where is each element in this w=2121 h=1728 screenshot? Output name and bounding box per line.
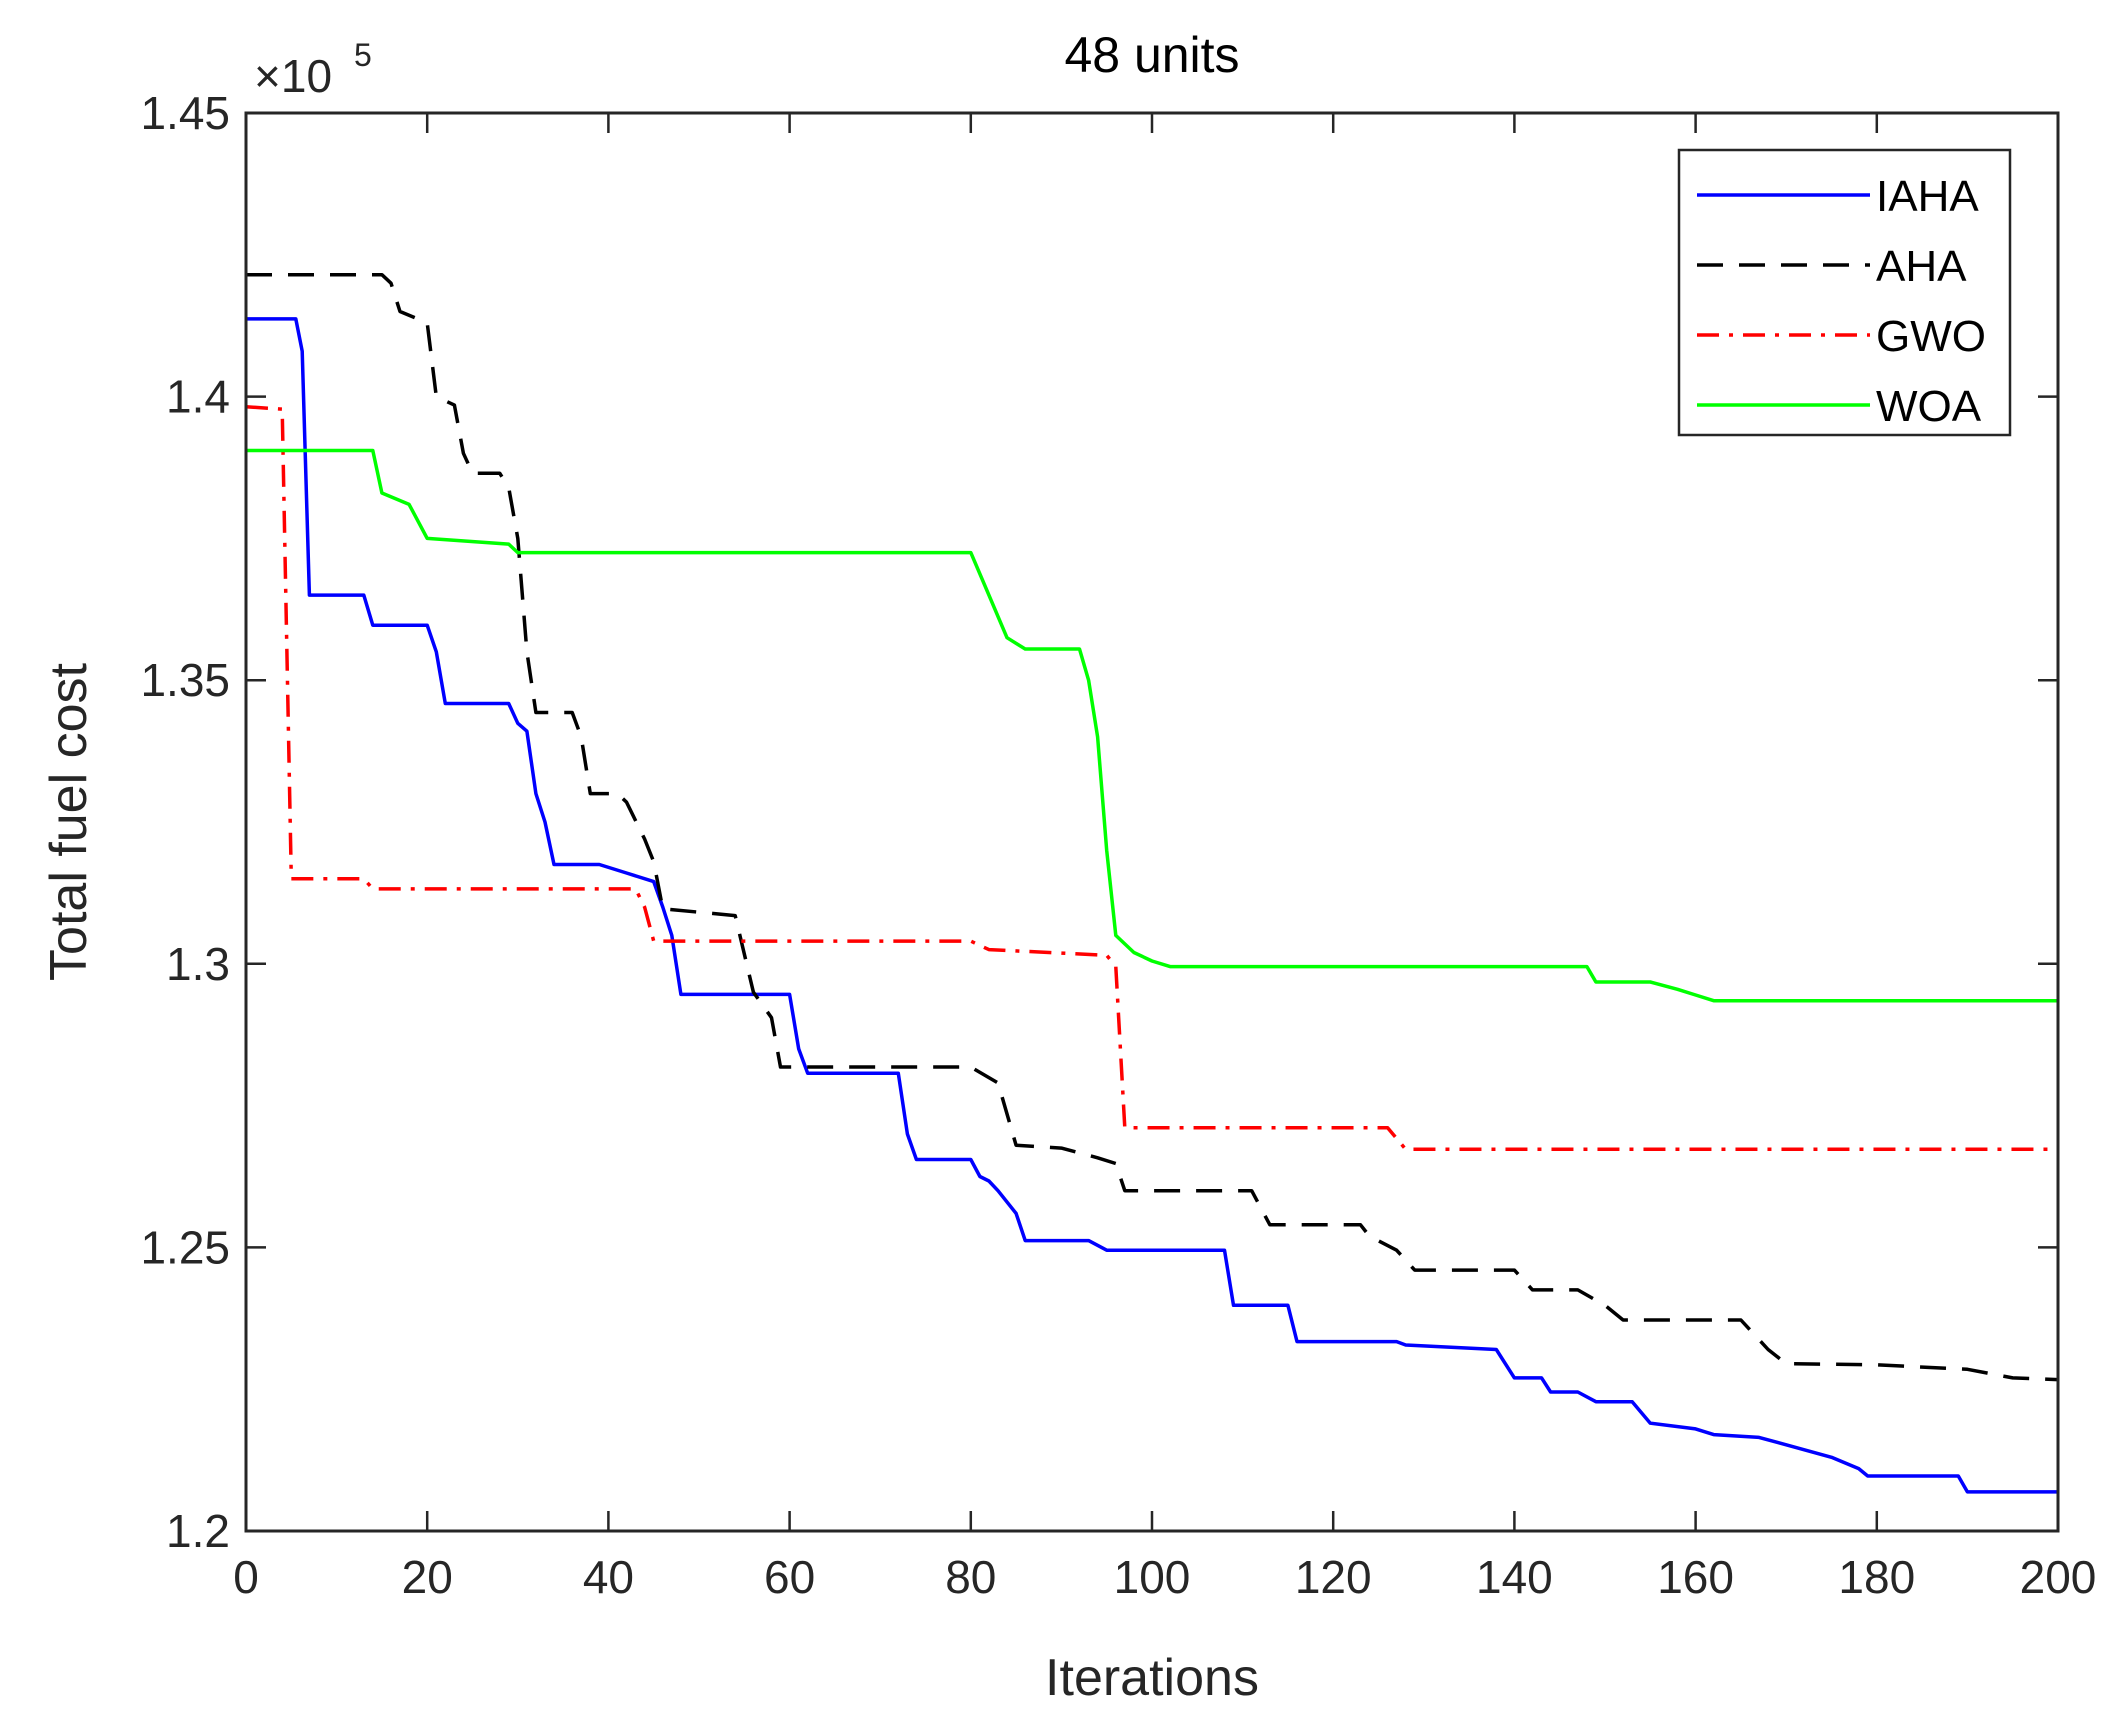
series-line-gwo <box>245 405 2058 1152</box>
legend-item-aha: AHA <box>1697 242 1967 291</box>
x-tick-label: 120 <box>1295 1551 1372 1603</box>
plot-area: 0 20 40 60 80 100 120 140 160 180 200 1.2 1.25 1.3 1.3… <box>140 87 2096 1603</box>
x-tick-label: 180 <box>1838 1551 1915 1603</box>
x-tick-label: 160 <box>1657 1551 1734 1603</box>
x-tick-label: 80 <box>945 1551 996 1603</box>
legend-label: AHA <box>1876 242 1967 291</box>
x-tick-label: 200 <box>2020 1551 2097 1603</box>
x-tick-label: 60 <box>764 1551 815 1603</box>
x-tick-label: 0 <box>233 1551 259 1603</box>
x-tick-label: 20 <box>402 1551 453 1603</box>
legend-box <box>1677 148 2012 437</box>
legend-item-gwo: GWO <box>1697 312 1986 361</box>
series-layer <box>245 272 2059 1494</box>
legend: IAHA AHA GWO WOA <box>1677 148 2012 437</box>
y-axis-label: Total fuel cost <box>40 662 98 980</box>
legend-item-iaha: IAHA <box>1697 172 1979 221</box>
y-tick-label: 1.25 <box>140 1221 230 1273</box>
x-tick-label: 140 <box>1476 1551 1553 1603</box>
y-tick-label: 1.4 <box>166 371 230 423</box>
y-tick-label: 1.35 <box>140 654 230 706</box>
x-tick-label: 40 <box>583 1551 634 1603</box>
y-tick-label: 1.3 <box>166 938 230 990</box>
series-line-aha <box>246 272 2059 1382</box>
legend-label: GWO <box>1876 312 1986 361</box>
x-tick-label: 100 <box>1114 1551 1191 1603</box>
x-axis-label: Iterations <box>1045 1649 1259 1707</box>
chart-title: 48 units <box>1064 27 1239 83</box>
y-tick-label: 1.45 <box>140 87 230 139</box>
y-exponent-power: 5 <box>354 37 372 73</box>
legend-label: WOA <box>1876 382 1982 431</box>
legend-label: IAHA <box>1876 172 1979 221</box>
legend-item-woa: WOA <box>1697 382 1982 431</box>
ticks-layer: 0 20 40 60 80 100 120 140 160 180 200 1.2 1.25 1.3 1.3… <box>140 87 2096 1603</box>
y-exponent-label: ×10 5 <box>254 37 372 102</box>
y-exponent-base: ×10 <box>254 50 332 102</box>
series-line-woa <box>246 448 2058 1003</box>
y-tick-label: 1.2 <box>166 1505 230 1557</box>
series-line-iaha <box>246 317 2058 1494</box>
